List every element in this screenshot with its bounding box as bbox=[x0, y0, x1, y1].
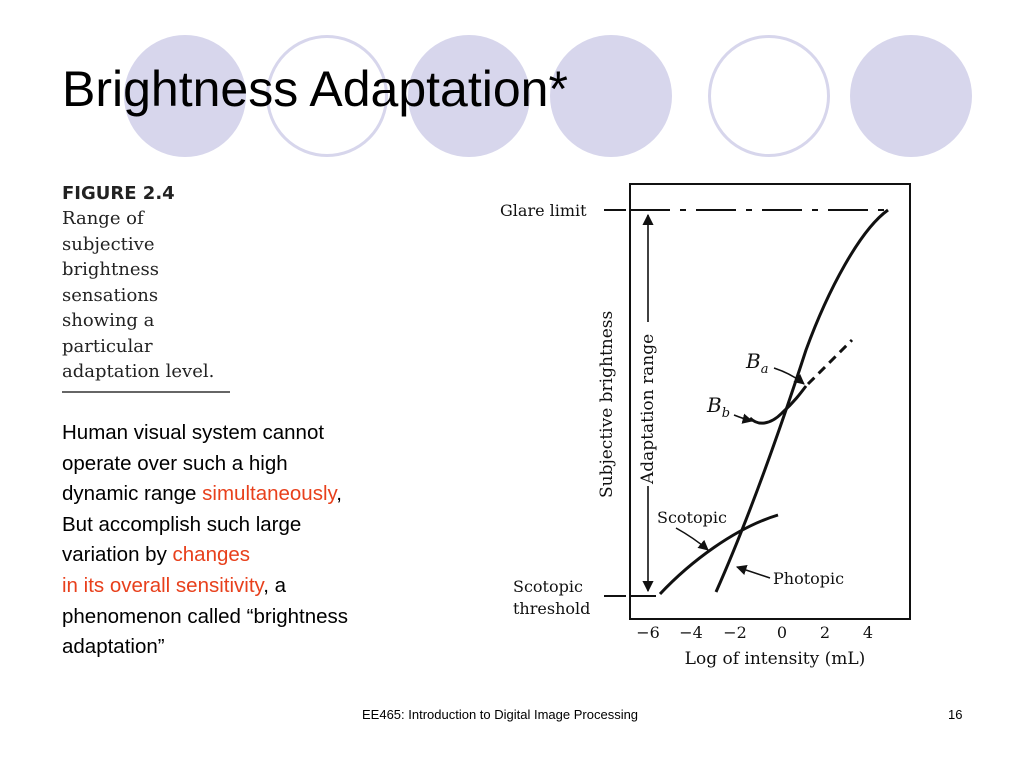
ba-arrow bbox=[773, 367, 805, 385]
scotopic-threshold-label: threshold bbox=[513, 599, 590, 618]
body-text-segment: operate over such a high bbox=[62, 451, 288, 475]
x-tick-label: 0 bbox=[777, 623, 787, 642]
x-tick-label: −4 bbox=[679, 623, 703, 642]
bb-label: Bb bbox=[706, 393, 730, 421]
body-text-segment: But accomplish such large bbox=[62, 512, 302, 536]
x-tick-label: 2 bbox=[820, 623, 830, 642]
highlighted-text: changes bbox=[172, 543, 251, 567]
photopic-arrow bbox=[736, 565, 771, 579]
body-text-segment: , a bbox=[263, 573, 287, 597]
decorative-circle bbox=[266, 35, 388, 157]
body-line: operate over such a high bbox=[62, 449, 432, 480]
body-line: Human visual system cannot bbox=[62, 418, 432, 449]
body-text-segment: Human visual system cannot bbox=[62, 421, 325, 444]
adaptation-range-label-bg bbox=[639, 322, 657, 486]
caption-line: particular bbox=[62, 335, 153, 357]
bb-curve bbox=[748, 385, 808, 425]
highlighted-text: in its overall sensitivity bbox=[62, 573, 264, 597]
body-line: in its overall sensitivity, a bbox=[62, 571, 432, 602]
body-text: Human visual system cannot operate over … bbox=[62, 418, 432, 663]
decorative-circle bbox=[408, 35, 530, 157]
scotopic-curve bbox=[658, 513, 779, 596]
decorative-circle bbox=[124, 35, 246, 157]
y-axis-label: Subjective brightness bbox=[597, 311, 617, 498]
slide-title: Brightness Adaptation* bbox=[62, 61, 568, 117]
body-line: adaptation” bbox=[62, 632, 432, 663]
body-text-segment: adaptation” bbox=[62, 635, 165, 659]
plot-frame bbox=[629, 183, 911, 620]
caption-line: sensations bbox=[62, 284, 159, 306]
body-line: But accomplish such large bbox=[62, 510, 432, 541]
ba-dashed-extension bbox=[806, 338, 854, 386]
figure-caption: FIGURE 2.4 Range of subjective brightnes… bbox=[62, 182, 230, 393]
scotopic-arrow bbox=[675, 527, 709, 551]
body-text-segment: , bbox=[336, 482, 342, 506]
x-tick-label: −2 bbox=[723, 623, 747, 642]
caption-line: subjective bbox=[62, 233, 155, 255]
scotopic-label: Scotopic bbox=[657, 508, 727, 527]
photopic-label: Photopic bbox=[773, 569, 844, 588]
ba-label: Ba bbox=[745, 349, 768, 377]
body-text-segment: phenomenon called “brightness bbox=[62, 604, 349, 628]
bb-arrow bbox=[733, 413, 754, 424]
body-text-segment: variation by bbox=[62, 543, 173, 567]
body-line: phenomenon called “brightness bbox=[62, 602, 432, 633]
x-axis-label: Log of intensity (mL) bbox=[685, 649, 866, 669]
caption-line: brightness bbox=[62, 259, 159, 280]
decorative-circle bbox=[708, 35, 830, 157]
caption-divider bbox=[62, 390, 230, 393]
body-line: variation by changes bbox=[62, 540, 432, 571]
adaptation-range-label: Adaptation range bbox=[638, 334, 658, 485]
footer-course: EE465: Introduction to Digital Image Pro… bbox=[362, 707, 639, 722]
brightness-adaptation-diagram: Glare limit Scotopic threshold Adaptatio… bbox=[500, 183, 911, 669]
photopic-curve bbox=[714, 208, 889, 593]
scotopic-threshold-label: Scotopic bbox=[513, 577, 583, 596]
x-tick-label: 4 bbox=[863, 623, 873, 642]
highlighted-text: simultaneously bbox=[202, 482, 337, 506]
x-tick-label: −6 bbox=[636, 623, 660, 642]
caption-line: Range of bbox=[62, 208, 144, 229]
body-text-segment: dynamic range bbox=[62, 482, 203, 506]
caption-line: adaptation level. bbox=[62, 361, 215, 382]
caption-line: showing a bbox=[62, 310, 155, 331]
decorative-circle bbox=[550, 35, 672, 157]
body-line: dynamic range simultaneously, bbox=[62, 479, 432, 510]
glare-limit-label: Glare limit bbox=[500, 201, 587, 220]
page-number: 16 bbox=[948, 707, 963, 722]
decorative-circle bbox=[850, 35, 972, 157]
figure-label: FIGURE 2.4 bbox=[62, 183, 175, 204]
